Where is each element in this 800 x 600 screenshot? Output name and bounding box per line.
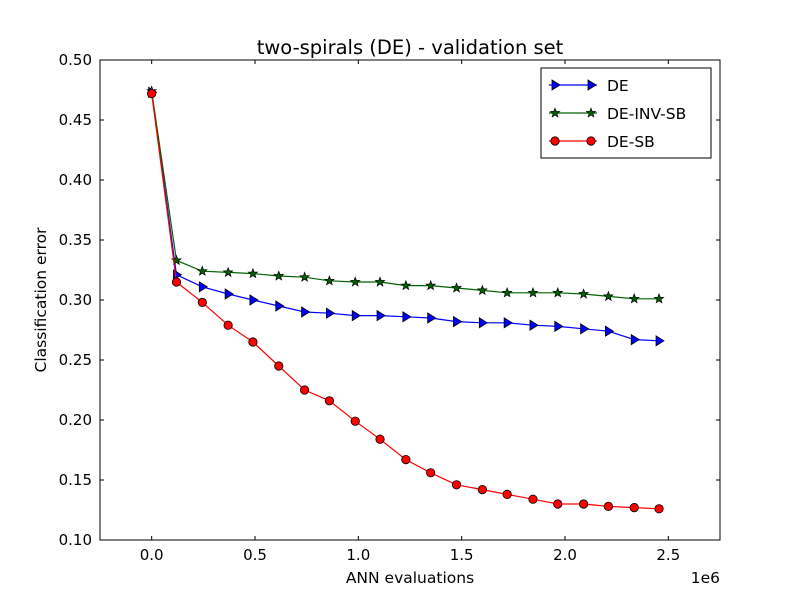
y-tick-label: 0.35 bbox=[59, 231, 92, 249]
data-point-de bbox=[630, 333, 640, 346]
legend-marker bbox=[549, 107, 561, 118]
data-point-de bbox=[655, 335, 665, 347]
legend-item-de: DE bbox=[549, 77, 629, 95]
data-point-de-sb bbox=[603, 501, 614, 511]
data-point-de-sb bbox=[375, 434, 385, 444]
data-point-de bbox=[275, 300, 285, 312]
data-point-de-inv-sb bbox=[602, 290, 614, 302]
data-point-de bbox=[301, 306, 311, 318]
data-point-de-sb bbox=[324, 396, 334, 406]
data-point-de-inv-sb bbox=[552, 286, 564, 298]
legend-marker bbox=[551, 79, 561, 91]
legend-label: DE bbox=[607, 77, 629, 95]
x-tick-label: 2.0 bbox=[553, 546, 577, 564]
data-point-de-sb bbox=[553, 499, 563, 509]
data-point-de bbox=[427, 312, 437, 324]
y-axis-label: Classification error bbox=[32, 227, 50, 373]
legend-label: DE-INV-SB bbox=[607, 105, 686, 123]
data-point-de-sb bbox=[629, 502, 639, 513]
x-axis-label: ANN evaluations bbox=[346, 569, 474, 587]
x-tick-label: 1.5 bbox=[450, 546, 474, 564]
x-tick-label: 2.5 bbox=[656, 546, 680, 564]
y-tick-label: 0.50 bbox=[59, 51, 92, 69]
data-point-de bbox=[351, 309, 361, 322]
y-tick-label: 0.40 bbox=[59, 171, 92, 189]
y-tick-label: 0.10 bbox=[59, 531, 92, 549]
legend-marker bbox=[550, 136, 560, 146]
legend-item-de-inv-sb: DE-INV-SB bbox=[549, 105, 686, 123]
data-point-de bbox=[529, 319, 539, 331]
data-point-de-sb bbox=[274, 361, 284, 371]
data-point-de-sb bbox=[451, 480, 462, 490]
data-point-de bbox=[554, 320, 564, 333]
data-point-de-inv-sb bbox=[578, 288, 590, 299]
legend: DE DE-INV-SB DE-SB bbox=[540, 67, 712, 159]
data-point-de-inv-sb bbox=[299, 271, 311, 282]
data-point-de-sb bbox=[477, 484, 487, 495]
data-point-de-inv-sb bbox=[323, 274, 335, 286]
data-point-de bbox=[503, 317, 513, 329]
y-tick-label: 0.25 bbox=[59, 351, 92, 369]
legend-marker bbox=[587, 79, 597, 91]
legend-label: DE-SB bbox=[607, 133, 655, 151]
data-point-de-sb bbox=[578, 499, 589, 509]
y-tick-label: 0.30 bbox=[59, 291, 92, 309]
data-point-de-inv-sb bbox=[400, 279, 412, 291]
y-tick-label: 0.45 bbox=[59, 111, 92, 129]
data-point-de bbox=[224, 288, 234, 300]
plot-series bbox=[146, 85, 665, 514]
chart-title: two-spirals (DE) - validation set bbox=[257, 36, 564, 59]
data-point-de-sb bbox=[147, 89, 157, 99]
data-point-de-inv-sb bbox=[476, 284, 488, 296]
data-point-de-sb bbox=[426, 468, 436, 478]
data-point-de bbox=[580, 323, 590, 335]
data-point-de-inv-sb bbox=[222, 266, 234, 278]
legend-box bbox=[540, 67, 712, 159]
data-point-de bbox=[605, 325, 615, 337]
data-point-de-sb bbox=[654, 504, 664, 514]
data-point-de-inv-sb bbox=[527, 286, 539, 298]
data-point-de-sb bbox=[350, 416, 360, 426]
y-tick-label: 0.15 bbox=[59, 471, 92, 489]
data-point-de-inv-sb bbox=[273, 270, 285, 281]
series-de-sb bbox=[147, 89, 664, 514]
data-point-de-inv-sb bbox=[349, 276, 361, 287]
data-point-de-inv-sb bbox=[425, 279, 437, 291]
data-point-de bbox=[325, 307, 336, 319]
axes: 0.0 0.5 1.0 1.5 2.0 2.5 0.10 0.15 0.20 0.25 0.30 0.… bbox=[59, 51, 721, 564]
data-point-de bbox=[198, 281, 209, 293]
data-point-de-sb bbox=[171, 277, 182, 287]
data-point-de bbox=[249, 294, 259, 306]
x-axis-offset-label: 1e6 bbox=[691, 569, 720, 587]
data-point-de-sb bbox=[197, 297, 207, 307]
data-point-de-sb bbox=[502, 489, 512, 499]
x-tick-label: 1.0 bbox=[346, 546, 370, 564]
y-tick-label: 0.20 bbox=[59, 411, 92, 429]
x-tick-label: 0.5 bbox=[243, 546, 267, 564]
data-point-de bbox=[402, 311, 412, 323]
data-point-de-inv-sb bbox=[501, 286, 513, 298]
data-point-de-inv-sb bbox=[247, 267, 259, 279]
data-point-de-sb bbox=[299, 385, 310, 395]
data-point-de-inv-sb bbox=[196, 265, 208, 276]
data-point-de-sb bbox=[528, 494, 538, 504]
x-tick-label: 0.0 bbox=[140, 546, 164, 564]
data-point-de bbox=[478, 317, 489, 329]
data-point-de-inv-sb bbox=[628, 292, 640, 304]
legend-marker bbox=[586, 136, 596, 146]
data-point-de-inv-sb bbox=[374, 276, 386, 287]
data-point-de bbox=[376, 309, 386, 322]
data-point-de-sb bbox=[248, 337, 258, 347]
legend-item-de-sb: DE-SB bbox=[549, 133, 655, 151]
legend-marker bbox=[585, 107, 597, 118]
data-point-de-sb bbox=[223, 320, 233, 330]
data-point-de-inv-sb bbox=[653, 292, 665, 304]
data-point-de-sb bbox=[401, 454, 411, 465]
data-point-de-inv-sb bbox=[450, 282, 463, 293]
data-point-de bbox=[453, 315, 463, 328]
